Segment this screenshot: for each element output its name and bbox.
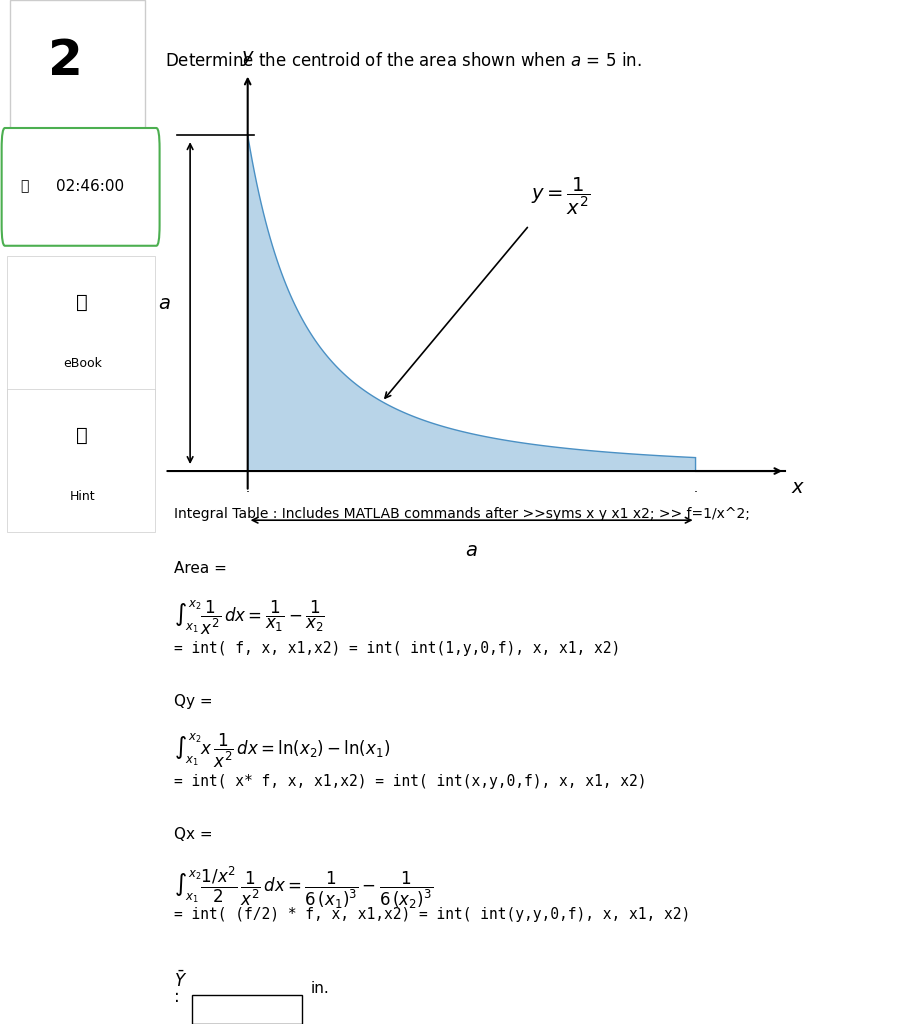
Text: 📘: 📘 bbox=[77, 293, 88, 311]
Text: ⏳: ⏳ bbox=[20, 179, 29, 194]
Text: = int( x* f, x, x1,x2) = int( int(x,y,0,f), x, x1, x2): = int( x* f, x, x1,x2) = int( int(x,y,0,… bbox=[174, 774, 646, 788]
Text: Hint: Hint bbox=[69, 490, 95, 503]
FancyBboxPatch shape bbox=[192, 994, 302, 1024]
Text: eBook: eBook bbox=[63, 357, 101, 370]
Text: :: : bbox=[174, 988, 179, 1007]
FancyBboxPatch shape bbox=[6, 389, 154, 532]
Text: $\int_{x_1}^{x_2} \dfrac{1}{x^2}\,dx = \dfrac{1}{x_1} - \dfrac{1}{x_2}$: $\int_{x_1}^{x_2} \dfrac{1}{x^2}\,dx = \… bbox=[174, 598, 324, 637]
FancyBboxPatch shape bbox=[10, 0, 144, 143]
FancyBboxPatch shape bbox=[2, 128, 160, 246]
FancyBboxPatch shape bbox=[6, 256, 154, 399]
Text: Qx =: Qx = bbox=[174, 827, 212, 842]
Text: $\int_{x_1}^{x_2} x\,\dfrac{1}{x^2}\,dx = \ln\!\left(x_2\right) - \ln\!\left(x_1: $\int_{x_1}^{x_2} x\,\dfrac{1}{x^2}\,dx … bbox=[174, 731, 390, 770]
Text: $y = \dfrac{1}{x^2}$: $y = \dfrac{1}{x^2}$ bbox=[531, 176, 591, 217]
Text: a: a bbox=[465, 541, 478, 560]
Text: $\int_{x_1}^{x_2} \dfrac{1/x^2}{2}\,\dfrac{1}{x^2}\,dx = \dfrac{1}{6\,(x_1)^3} -: $\int_{x_1}^{x_2} \dfrac{1/x^2}{2}\,\dfr… bbox=[174, 864, 433, 910]
Text: Area =: Area = bbox=[174, 561, 227, 575]
Text: 02:46:00: 02:46:00 bbox=[57, 179, 124, 194]
Text: 🌐: 🌐 bbox=[77, 426, 88, 444]
Text: Determine the centroid of the area shown when $a$ = 5 in.: Determine the centroid of the area shown… bbox=[165, 52, 642, 71]
Polygon shape bbox=[248, 135, 696, 471]
Text: = int( (f/2) * f, x, x1,x2) = int( int(y,y,0,f), x, x1, x2): = int( (f/2) * f, x, x1,x2) = int( int(y… bbox=[174, 907, 690, 922]
Text: Integral Table : Includes MATLAB commands after >>syms x y x1 x2; >> f=1/x^2;: Integral Table : Includes MATLAB command… bbox=[174, 508, 749, 521]
Text: y: y bbox=[242, 46, 253, 66]
Text: x: x bbox=[792, 478, 803, 497]
Text: 2: 2 bbox=[48, 38, 83, 85]
Text: Qy =: Qy = bbox=[174, 694, 212, 709]
Text: in.: in. bbox=[311, 981, 330, 995]
Text: a: a bbox=[158, 294, 171, 312]
Text: = int( f, x, x1,x2) = int( int(1,y,0,f), x, x1, x2): = int( f, x, x1,x2) = int( int(1,y,0,f),… bbox=[174, 641, 620, 655]
Text: $\bar{Y}$: $\bar{Y}$ bbox=[174, 971, 186, 991]
